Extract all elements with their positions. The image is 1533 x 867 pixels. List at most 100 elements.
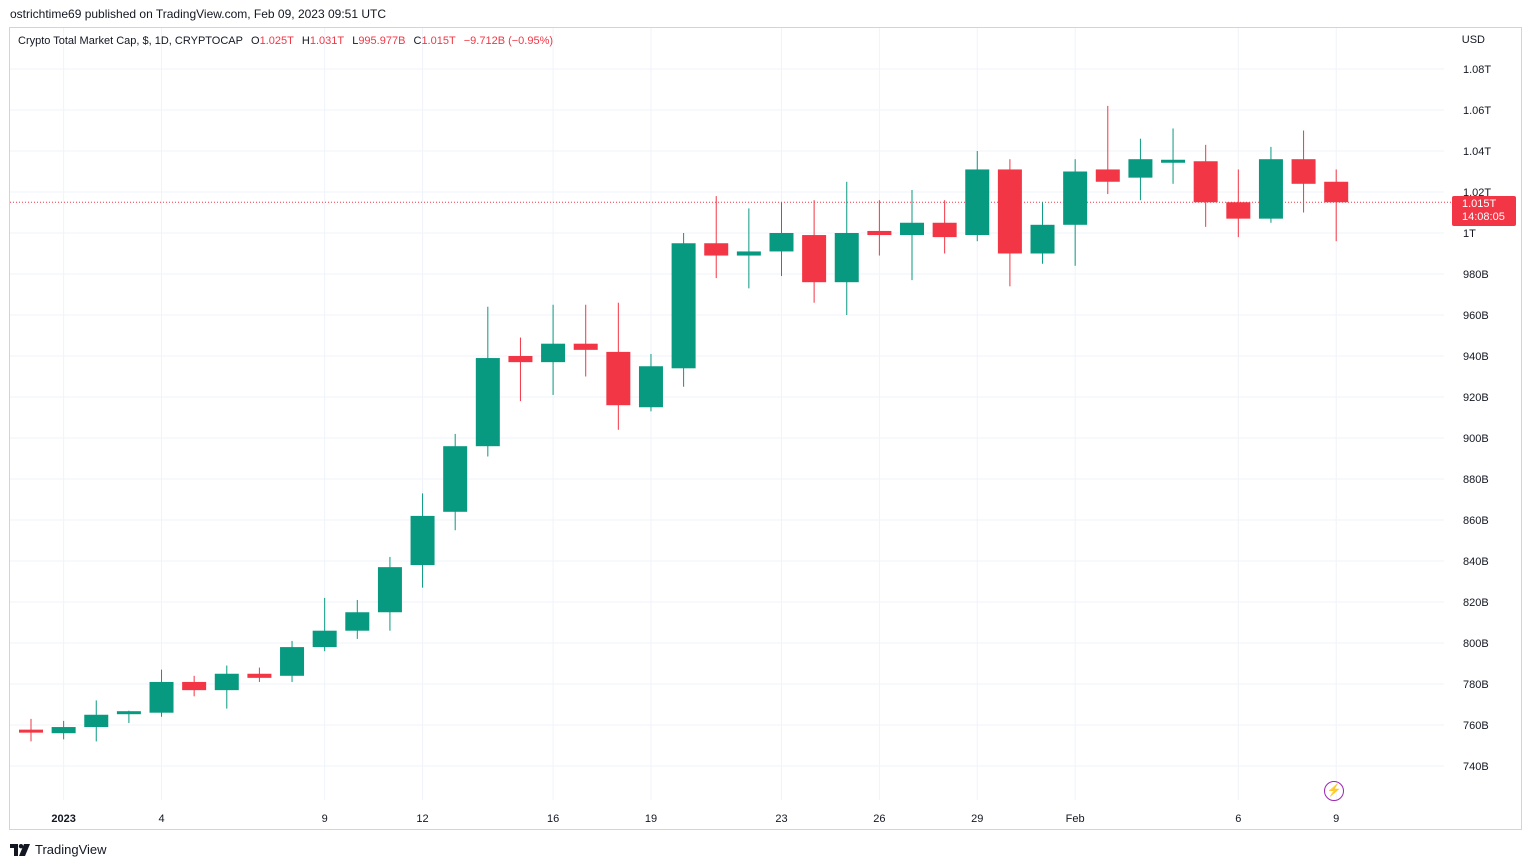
candle-body: [573, 343, 598, 350]
candle: [312, 597, 337, 652]
candle: [116, 710, 141, 723]
candle-body: [997, 169, 1022, 254]
candle: [214, 665, 239, 709]
candle: [834, 181, 859, 315]
time-axis: 2023 4 9 12 16 19 23 26 29 Feb 6 9: [51, 813, 1339, 825]
candle-body: [312, 630, 337, 648]
tradingview-brand[interactable]: TradingView: [10, 842, 107, 857]
symbol-legend: Crypto Total Market Cap, $, 1D, CRYPTOCA…: [18, 35, 553, 47]
candle: [1193, 144, 1218, 227]
lightning-bolt-icon[interactable]: ⚡: [1324, 781, 1344, 801]
last-price-value: 1.015T: [1462, 198, 1497, 210]
y-tick-label: 880B: [1463, 474, 1489, 486]
candle-body: [606, 351, 631, 406]
y-tick-label: 800B: [1463, 638, 1489, 650]
candle: [997, 159, 1022, 287]
candle-body: [834, 233, 859, 283]
candle-body: [704, 243, 729, 256]
candle-body: [1258, 159, 1283, 219]
candle-body: [1193, 161, 1218, 203]
candle-body: [508, 356, 533, 363]
last-price-badge: 1.015T 14:08:05: [1452, 196, 1516, 226]
candle: [443, 433, 468, 531]
candle: [1128, 138, 1153, 201]
candle: [1095, 105, 1120, 195]
candle-body: [1128, 159, 1153, 178]
candle-body: [965, 169, 990, 236]
y-tick-label: 1T: [1463, 228, 1476, 240]
candle: [736, 208, 761, 289]
x-tick-label: 16: [547, 813, 559, 825]
candle-body: [377, 567, 402, 613]
y-tick-label: 760B: [1463, 720, 1489, 732]
y-tick-label: 920B: [1463, 392, 1489, 404]
open-label: O: [251, 35, 260, 47]
open-value: 1.025T: [259, 35, 294, 47]
candle: [508, 337, 533, 402]
change-value: −9.712B (−0.95%): [463, 35, 554, 47]
candle-body: [638, 366, 663, 408]
candle: [1324, 169, 1349, 242]
candle-body: [214, 673, 239, 691]
candle: [606, 302, 631, 430]
y-tick-label: 1.06T: [1463, 105, 1491, 117]
candle: [965, 151, 990, 242]
candle: [475, 306, 500, 457]
y-tick-label: 860B: [1463, 515, 1489, 527]
x-tick-label: 9: [322, 813, 328, 825]
candle: [638, 353, 663, 412]
candles: [19, 105, 1349, 742]
published-by-line: ostrichtime69 published on TradingView.c…: [10, 7, 386, 21]
close-label: C: [413, 35, 422, 47]
x-tick-label: Feb: [1066, 813, 1085, 825]
candle: [671, 233, 696, 387]
candle-body: [1291, 159, 1316, 184]
y-tick-label: 820B: [1463, 597, 1489, 609]
candle-body: [867, 230, 892, 236]
candle: [769, 202, 794, 277]
candle-body: [443, 446, 468, 512]
candle: [1291, 130, 1316, 213]
candle-body: [149, 681, 174, 713]
candle-body: [84, 714, 109, 728]
y-tick-label: 840B: [1463, 556, 1489, 568]
candle-body: [900, 222, 925, 236]
x-tick-label: 12: [416, 813, 428, 825]
chart-frame: [9, 27, 1522, 830]
x-tick-label: 6: [1235, 813, 1241, 825]
candle-body: [1063, 171, 1088, 225]
candle: [149, 669, 174, 717]
y-tick-label: 900B: [1463, 433, 1489, 445]
close-value: 1.015T: [421, 35, 456, 47]
x-tick-label: 9: [1333, 813, 1339, 825]
candle: [900, 189, 925, 281]
candle: [932, 200, 957, 254]
x-tick-label: 4: [158, 813, 164, 825]
candle-body: [1161, 159, 1186, 163]
currency-label[interactable]: USD: [1461, 34, 1485, 46]
x-tick-label: 2023: [51, 813, 75, 825]
candle: [280, 640, 305, 682]
candle: [1030, 202, 1055, 264]
candle-body: [410, 515, 435, 566]
candle: [84, 700, 109, 742]
x-tick-label: 19: [645, 813, 657, 825]
x-tick-label: 23: [775, 813, 787, 825]
candle-body: [932, 222, 957, 238]
candle: [867, 200, 892, 256]
candle-body: [671, 243, 696, 369]
candle-body: [769, 233, 794, 252]
tradingview-logo-icon: [10, 843, 30, 856]
low-value: 995.977B: [358, 35, 406, 47]
candle: [345, 599, 370, 639]
candle: [1063, 159, 1088, 266]
candle-body: [182, 681, 207, 691]
candle: [247, 667, 272, 682]
candle-body: [51, 727, 76, 734]
candle-body: [280, 647, 305, 676]
brand-name: TradingView: [35, 842, 107, 857]
candle-body: [19, 729, 43, 733]
y-tick-label: 740B: [1463, 761, 1489, 773]
low-label: L: [352, 35, 359, 47]
